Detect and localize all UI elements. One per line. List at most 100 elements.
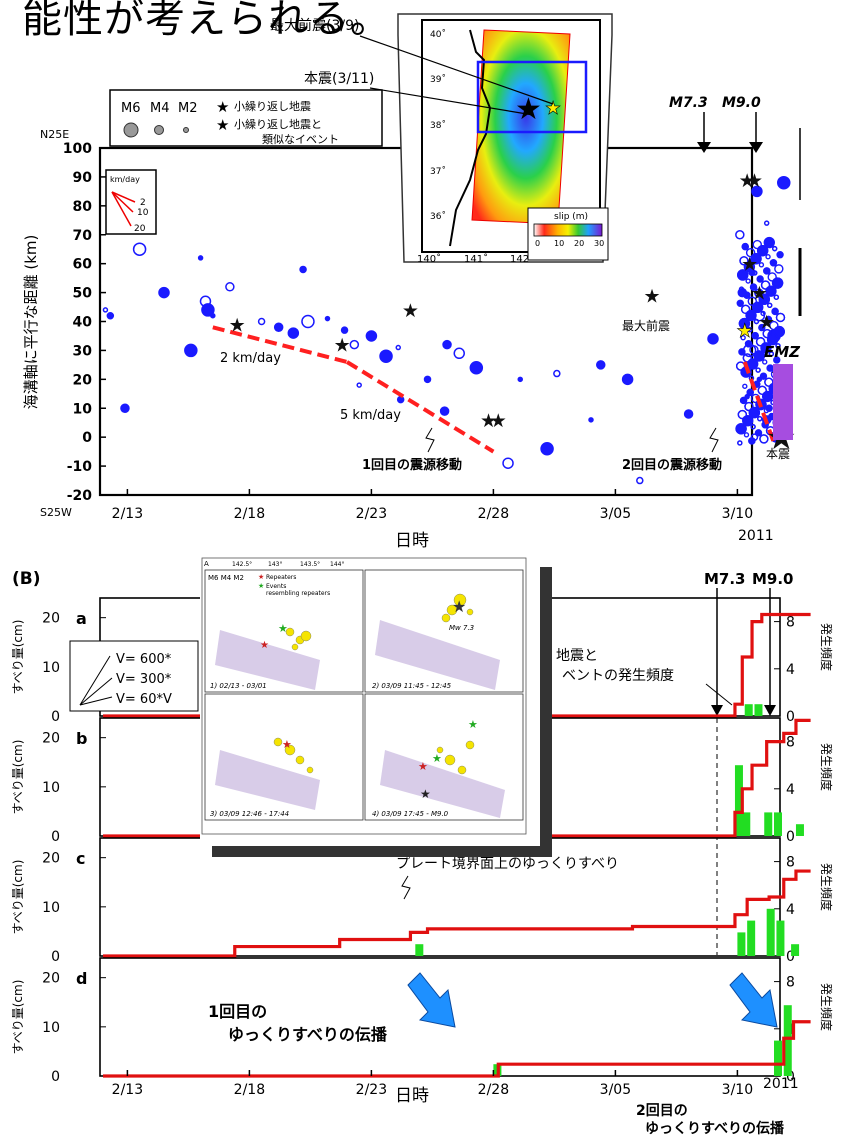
count-bar <box>766 908 775 956</box>
event-dot <box>775 343 781 349</box>
a-ytick-label: 80 <box>73 199 93 215</box>
event-dot <box>738 348 746 356</box>
event-dot <box>757 415 763 422</box>
event-dot <box>740 334 746 341</box>
inset-label-mainshock: 本震(3/11) <box>304 71 374 87</box>
a-ytick-label: 50 <box>73 286 93 302</box>
event-dot <box>683 409 694 419</box>
star-marker: ★ <box>751 283 768 305</box>
count-bar <box>747 920 756 956</box>
event-dot <box>773 325 785 338</box>
event-dot <box>740 304 751 315</box>
event-dot <box>502 457 514 469</box>
event-dot <box>750 253 762 265</box>
b-ytick-label: 20 <box>42 971 60 987</box>
speed-10: 10 <box>137 208 149 218</box>
svg-text:143°: 143° <box>268 561 282 568</box>
slip-line <box>103 612 811 718</box>
event-dot <box>738 317 751 330</box>
inset-lon-140: 140˚ <box>417 253 441 265</box>
count-bar <box>493 1064 502 1076</box>
b-y2tick-label: 8 <box>786 975 795 991</box>
event-dot <box>769 259 778 267</box>
event-dot <box>759 434 769 444</box>
count-bar <box>754 704 763 716</box>
event-dot <box>773 356 781 364</box>
b-y2tick-label: 8 <box>786 855 795 871</box>
subplot-label: c <box>76 849 85 868</box>
count-bar <box>734 765 743 836</box>
inset-lat-36: 36˚ <box>430 211 446 222</box>
event-dot <box>768 351 775 357</box>
b-y2label: 発生頻度 <box>819 983 834 1031</box>
svg-text:★: ★ <box>432 752 442 765</box>
ann-5kmday: 5 km/day <box>340 408 401 423</box>
count-bar <box>776 920 785 956</box>
svg-text:resembling repeaters: resembling repeaters <box>266 590 330 597</box>
event-dot <box>453 347 465 360</box>
inset-lat-37: 37˚ <box>430 166 446 177</box>
ann-second-migration: 2回目の震源移動 <box>622 457 722 473</box>
label-n25e: N25E <box>40 128 69 141</box>
a-xtick-label: 2/13 <box>112 506 143 522</box>
a-ytick-label: 100 <box>63 141 92 157</box>
legend-m2: M2 <box>178 101 198 116</box>
panel-b-xlabel: 日時 <box>395 1086 429 1106</box>
b-y2tick-label: 8 <box>786 735 795 751</box>
emz-label: EMZ <box>764 343 801 361</box>
event-dot <box>777 175 791 190</box>
event-dot <box>776 251 784 259</box>
migration-front <box>345 360 495 454</box>
event-dot <box>210 312 216 319</box>
event-dot <box>744 340 753 348</box>
event-dot <box>132 242 147 256</box>
panel-a-y-ticks: -20 -10 0 10 20 30 40 50 60 70 80 90 100 <box>63 141 106 504</box>
count-bar <box>774 812 782 836</box>
svg-text:★: ★ <box>452 597 466 616</box>
event-dot <box>735 230 745 240</box>
count-bar <box>795 824 804 836</box>
inset-lat-38: 38˚ <box>430 120 446 131</box>
subplot-c: c 0 10 20 0 4 8 すべり量(cm) 発生頻度 <box>11 837 834 965</box>
inset-label-foreshock: 最大前震(3/9) <box>270 17 359 34</box>
event-dot <box>197 255 204 261</box>
ann-2kmday: 2 km/day <box>220 351 281 366</box>
b-ytick-label: 10 <box>42 900 60 916</box>
event-dot <box>765 254 771 260</box>
svg-text:Events: Events <box>266 583 286 590</box>
legend-star2b: 類似なイベント <box>262 133 339 146</box>
count-bar <box>774 1040 782 1076</box>
event-dot <box>736 299 744 307</box>
emz-bar <box>773 364 793 440</box>
event-dot <box>184 343 198 358</box>
event-dot <box>760 280 771 290</box>
event-dot <box>754 288 764 298</box>
event-dot <box>756 376 763 383</box>
event-dot <box>225 282 235 292</box>
event-dot <box>762 359 768 365</box>
legend-m6-circle <box>123 122 139 138</box>
b-ylabel: すべり量(cm) <box>11 860 25 935</box>
event-dot <box>540 441 554 456</box>
event-dot <box>756 275 764 283</box>
b-xtick-label: 2/28 <box>478 1082 509 1098</box>
a-xtick-label: 2/18 <box>234 506 265 522</box>
star-marker: ★ <box>758 312 775 334</box>
panel-a-x-ticks: 2/13 2/18 2/23 2/28 3/05 3/10 <box>112 489 753 522</box>
panel-a-m73: M7.3 <box>669 95 708 111</box>
event-dot <box>747 296 757 306</box>
star-marker: ★ <box>741 254 758 276</box>
inset-map: ★ ★ 40˚ 39˚ 38˚ 37˚ 36˚ 140˚ 141˚ 142˚ s… <box>270 13 613 265</box>
count-bar <box>737 932 746 956</box>
event-dot <box>751 301 764 314</box>
panel-b-frag2: ベントの発生頻度 <box>562 668 674 684</box>
event-dot <box>760 310 766 317</box>
event-dot <box>763 220 770 226</box>
event-dot <box>756 244 769 257</box>
panel-b-x-ticks: 2/13 2/18 2/23 2/28 3/05 3/10 <box>112 1070 753 1098</box>
b-ytick-label: 20 <box>42 851 60 867</box>
svg-text:30: 30 <box>594 239 604 248</box>
event-dot <box>753 350 766 362</box>
event-dot <box>764 377 774 387</box>
